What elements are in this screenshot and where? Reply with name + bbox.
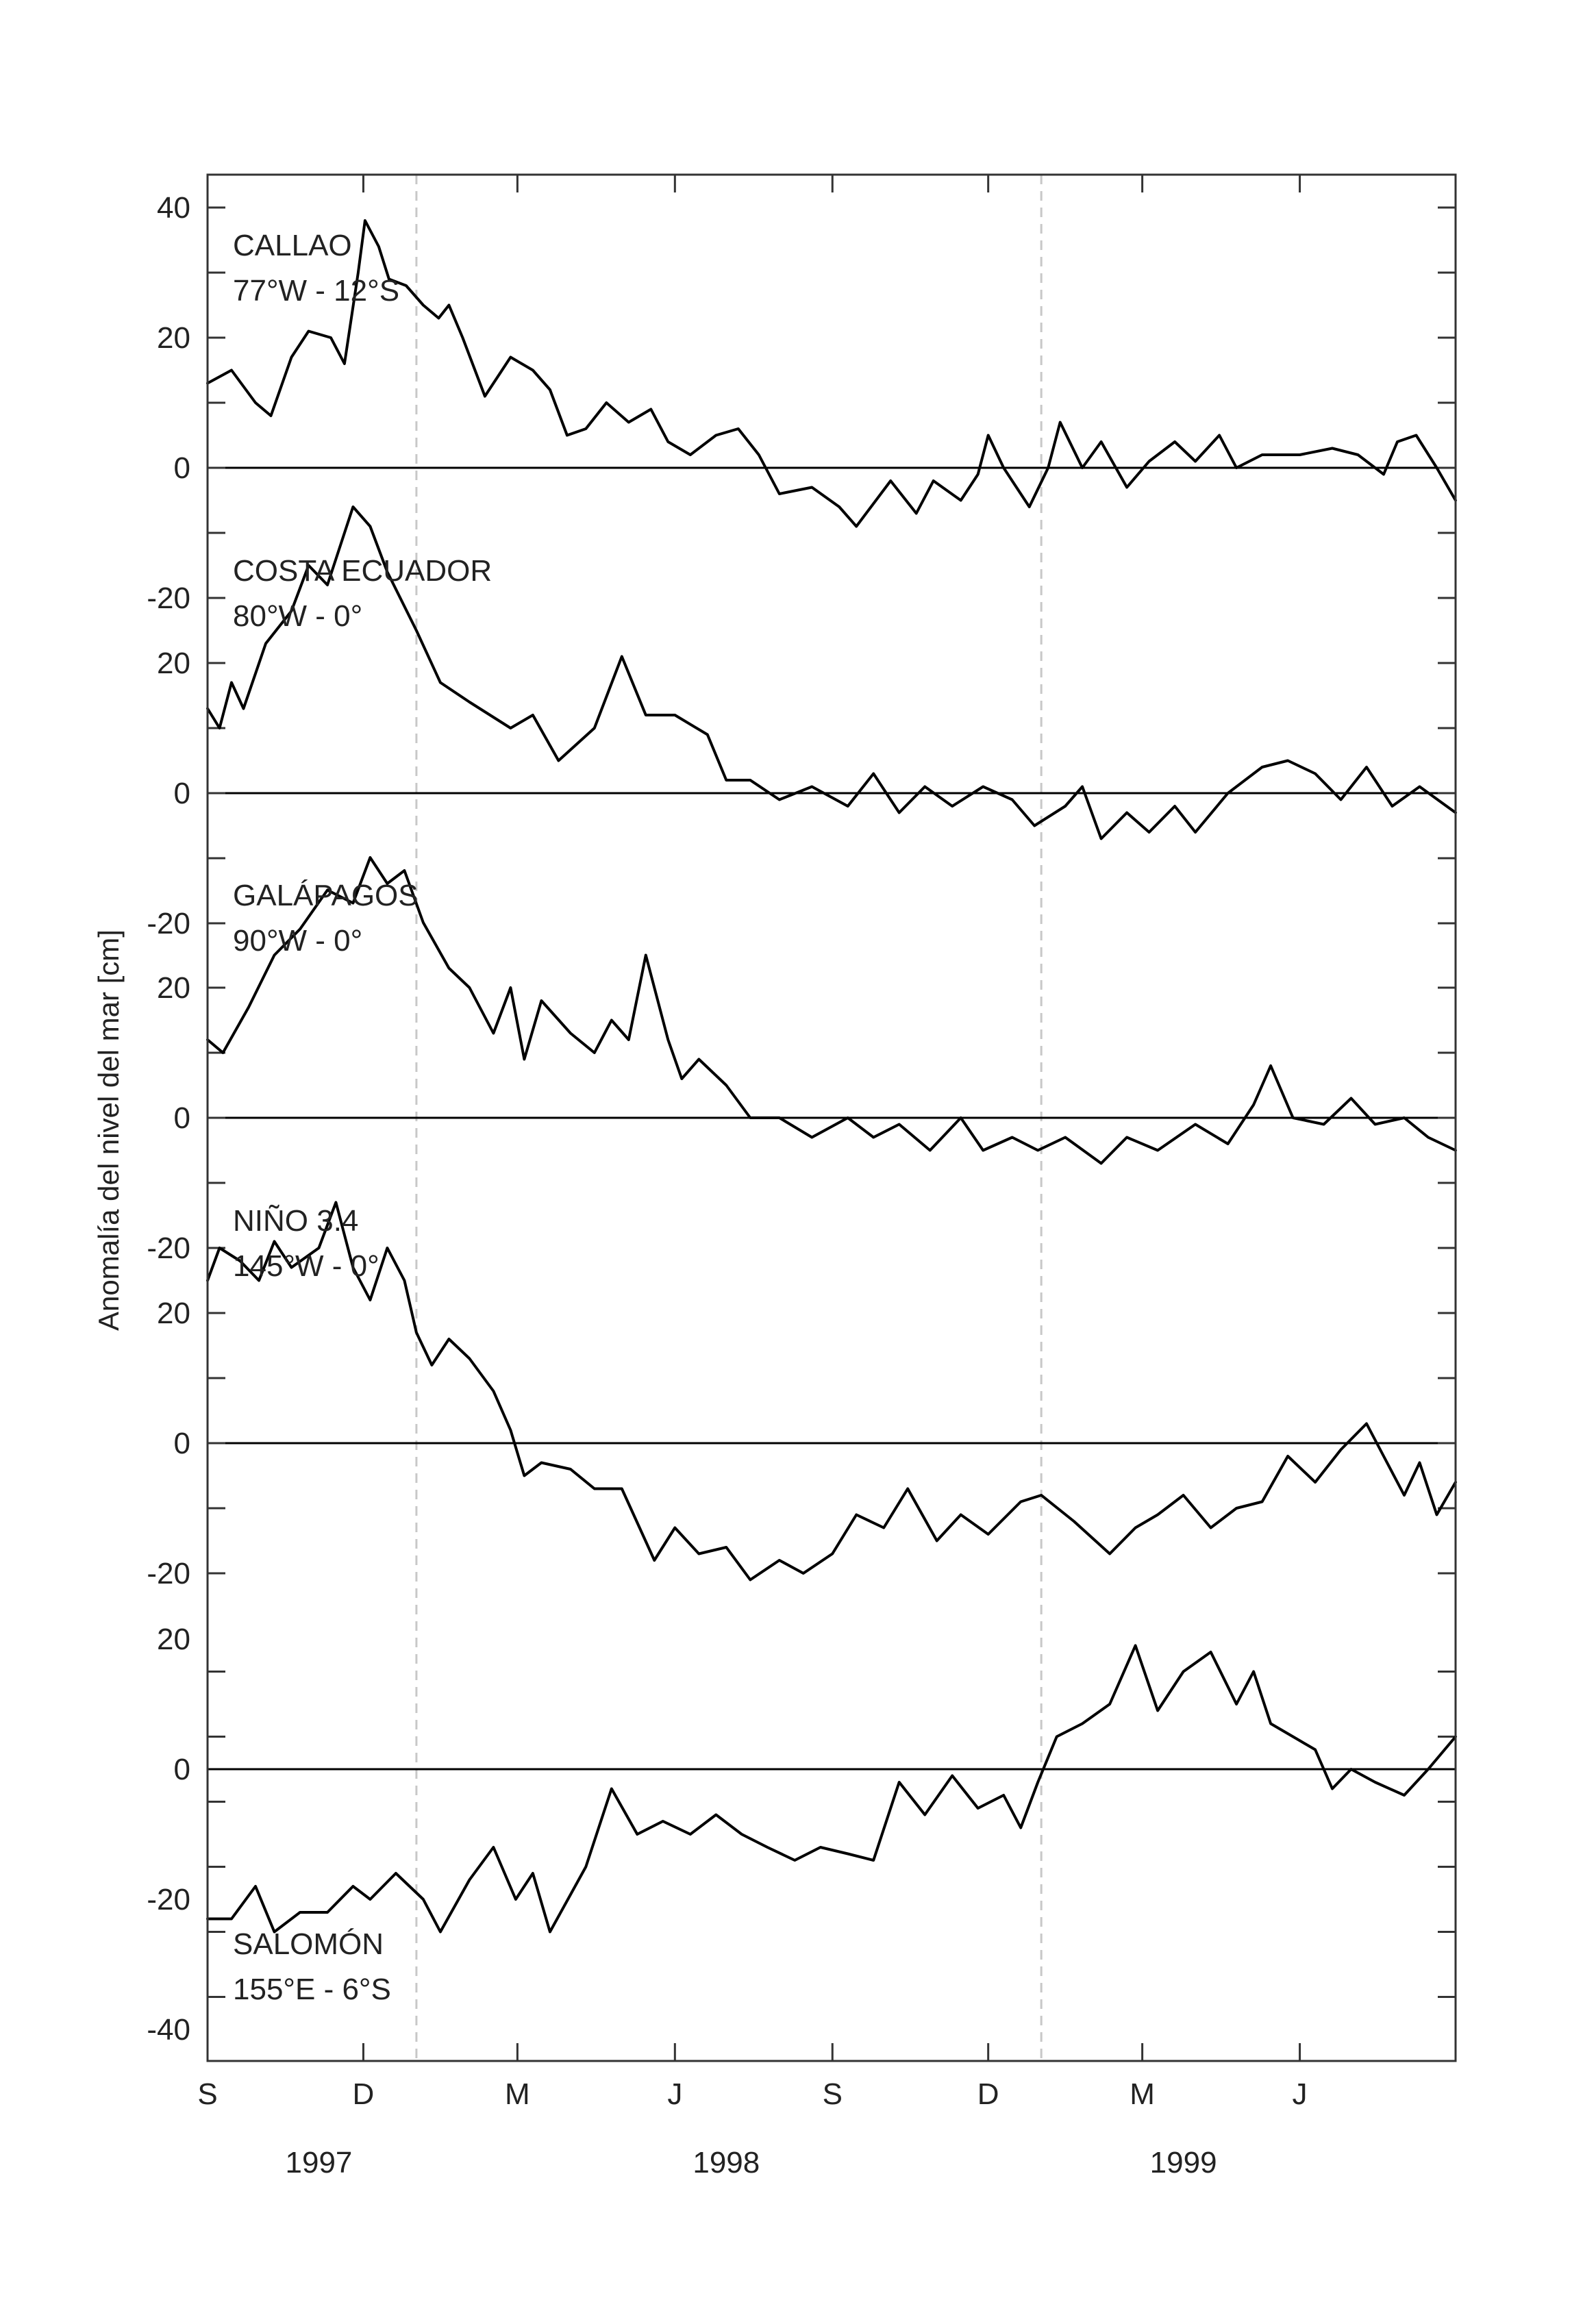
plot-frame (206, 173, 1457, 2062)
y-tick-label: -20 (147, 907, 190, 940)
y-tick-label: 20 (157, 1623, 190, 1656)
y-tick-label: -20 (147, 1557, 190, 1590)
panel-2: 20 0 -20 COSTA ECUADOR 80°W - 0° (147, 505, 1457, 940)
series-line (206, 219, 1457, 528)
series-line (206, 1644, 1457, 1934)
x-tick-label: S (197, 2077, 217, 2111)
y-tick-label: -20 (147, 1883, 190, 1916)
panel-3: 20 0 -20 GALÁPAGOS 90°W - 0° (147, 856, 1457, 1265)
y-tick-label: -20 (147, 582, 190, 615)
panels: 40 20 0 -20 CALLAO 77°W - 12°S 20 0 -20 COSTA ECU… (147, 191, 1457, 2047)
y-tick-label: 0 (174, 1427, 190, 1460)
panel-1: 40 20 0 -20 CALLAO 77°W - 12°S (147, 191, 1457, 615)
series-line (206, 856, 1457, 1165)
y-tick-label: 0 (174, 1101, 190, 1135)
y-tick-label: 0 (174, 1753, 190, 1786)
y-tick-label: 0 (174, 777, 190, 810)
station-coords: 145°W - 0° (233, 1249, 379, 1283)
y-tick-label: 20 (157, 1297, 190, 1330)
y-tick-label: 40 (157, 191, 190, 225)
panel-4: 20 0 -20 NIÑO 3.4 145°W - 0° (147, 1201, 1457, 1590)
station-coords: 155°E - 6°S (233, 1973, 391, 2006)
x-tick-label: J (667, 2077, 682, 2111)
station-coords: 90°W - 0° (233, 924, 362, 958)
x-tick-label: M (1130, 2077, 1155, 2111)
y-tick-label: 20 (157, 647, 190, 680)
y-axis-title: Anomalía del nivel del mar [cm] (92, 929, 125, 1331)
series-line (206, 505, 1457, 840)
y-tick-label: 0 (174, 451, 190, 485)
x-tick-label: D (977, 2077, 999, 2111)
x-tick-label: M (505, 2077, 530, 2111)
y-tick-label: -20 (147, 1232, 190, 1265)
year-label: 1999 (1150, 2146, 1217, 2179)
y-tick-label: 20 (157, 321, 190, 355)
x-tick-label: S (823, 2077, 843, 2111)
series-line (206, 1201, 1457, 1582)
station-name: GALÁPAGOS (233, 879, 419, 912)
x-tick-label: J (1293, 2077, 1308, 2111)
x-tick-label: D (353, 2077, 375, 2111)
station-name: CALLAO (233, 229, 352, 262)
station-name: SALOMÓN (233, 1927, 384, 1961)
station-name: COSTA ECUADOR (233, 554, 492, 588)
year-label: 1997 (286, 2146, 353, 2179)
y-tick-label: -40 (147, 2013, 190, 2047)
x-axis: S D M J S D M J 1997 1998 1999 (197, 175, 1308, 2179)
station-name: NIÑO 3.4 (233, 1203, 358, 1238)
panel-5: 20 0 -20 -40 SALOMÓN 155°E - 6°S (147, 1623, 1457, 2047)
y-tick-label: 20 (157, 971, 190, 1005)
year-label: 1998 (693, 2146, 760, 2179)
station-coords: 80°W - 0° (233, 599, 362, 633)
station-coords: 77°W - 12°S (233, 274, 399, 308)
